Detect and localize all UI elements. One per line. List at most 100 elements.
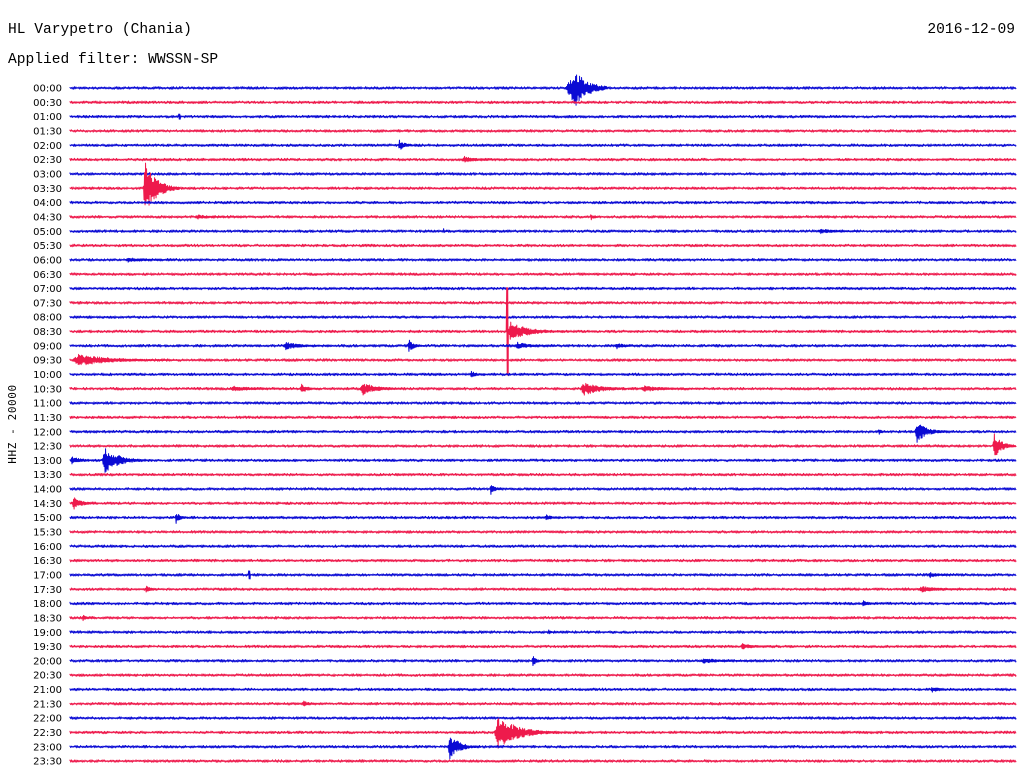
tick-label: 11:30 [33, 413, 62, 424]
tick-label: 15:00 [33, 513, 62, 524]
trace-line [69, 372, 1017, 377]
tick-label: 09:00 [33, 341, 62, 352]
tick-label: 20:00 [33, 656, 62, 667]
trace-line [69, 415, 1017, 420]
tick-label: 18:30 [33, 613, 62, 624]
event-burst [930, 687, 956, 693]
trace-line [69, 200, 1017, 205]
trace-row: 07:00 [33, 284, 1017, 295]
tick-label: 02:00 [33, 141, 62, 152]
event-burst [247, 570, 251, 580]
event-burst [914, 424, 948, 443]
tick-label: 00:30 [33, 98, 62, 109]
trace-line [69, 544, 1017, 549]
trace-row: 04:30 [33, 212, 1017, 223]
trace-line [69, 444, 1017, 448]
event-burst [506, 321, 566, 340]
trace-line [69, 315, 1017, 319]
trace-line [69, 86, 1017, 90]
trace-rows: 00:00 00:30 01:00 01:30 02:00 02:30 03:00 03:30… [33, 74, 1017, 768]
event-burst [514, 341, 555, 349]
event-burst [447, 737, 481, 760]
trace-row: 11:00 [33, 399, 1017, 410]
trace-row: 19:00 [33, 628, 1017, 639]
trace-line [69, 472, 1017, 477]
trace-row: 09:30 [33, 353, 1017, 367]
tick-label: 10:00 [33, 370, 62, 381]
tick-label: 23:30 [33, 757, 62, 768]
tick-label: 19:30 [33, 642, 62, 653]
trace-row: 10:00 [33, 370, 1017, 381]
trace-row: 16:00 [33, 542, 1017, 553]
tick-label: 16:30 [33, 556, 62, 567]
tick-label: 03:00 [33, 170, 62, 181]
trace-row: 18:30 [33, 613, 1017, 624]
trace-row: 01:00 [33, 112, 1017, 123]
event-burst [81, 614, 97, 622]
trace-line [69, 186, 1017, 191]
trace-line [69, 229, 1017, 233]
event-burst [547, 629, 557, 635]
trace-row: 21:30 [33, 699, 1017, 710]
trace-row: 20:00 [33, 656, 1017, 667]
trace-row: 21:00 [33, 685, 1017, 696]
tick-label: 00:00 [33, 84, 62, 95]
trace-line [69, 458, 1017, 463]
trace-row: 16:30 [33, 556, 1017, 567]
tick-label: 09:30 [33, 356, 62, 367]
trace-row: 19:30 [33, 642, 1017, 653]
trace-row: 17:30 [33, 585, 1017, 596]
trace-row: 18:00 [33, 599, 1017, 610]
trace-line [69, 573, 1017, 577]
trace-line [69, 601, 1017, 606]
tick-label: 06:00 [33, 255, 62, 266]
event-burst [174, 513, 189, 524]
trace-row: 22:00 [33, 714, 1017, 725]
event-burst [469, 370, 491, 378]
event-burst [589, 214, 602, 221]
event-burst [564, 74, 608, 106]
trace-row: 13:30 [33, 470, 1017, 481]
tick-label: 16:00 [33, 542, 62, 553]
trace-line [69, 530, 1017, 534]
tick-label: 02:30 [33, 155, 62, 166]
event-burst [927, 572, 959, 579]
trace-line [69, 744, 1017, 749]
tick-label: 13:00 [33, 456, 62, 467]
trace-line [69, 129, 1017, 133]
tick-label: 01:00 [33, 112, 62, 123]
event-burst [442, 228, 449, 234]
tick-label: 06:30 [33, 270, 62, 281]
tick-label: 07:30 [33, 298, 62, 309]
trace-line [69, 429, 1017, 434]
trace-line [69, 114, 1017, 119]
event-burst [71, 497, 99, 510]
trace-line [69, 587, 1017, 591]
trace-row: 15:00 [33, 513, 1017, 524]
trace-line [69, 515, 1017, 520]
trace-row: 05:00 [33, 227, 1017, 238]
trace-row: 02:00 [33, 139, 1017, 152]
tick-label: 05:30 [33, 241, 62, 252]
event-burst [579, 382, 641, 396]
trace-line [69, 401, 1017, 405]
trace-line [69, 157, 1017, 162]
trace-line [69, 100, 1017, 105]
tick-label: 14:30 [33, 499, 62, 510]
trace-row: 17:00 [33, 570, 1017, 581]
tick-label: 20:30 [33, 671, 62, 682]
event-burst [299, 383, 322, 392]
trace-row: 14:30 [33, 497, 1017, 510]
trace-row: 12:00 [33, 424, 1017, 443]
trace-line [69, 258, 1017, 262]
trace-line [69, 673, 1017, 677]
trace-line [69, 172, 1017, 176]
trace-row: 22:30 [33, 718, 1017, 749]
event-burst [992, 433, 1017, 456]
event-burst [739, 643, 781, 650]
trace-line [69, 243, 1017, 248]
tick-label: 18:00 [33, 599, 62, 610]
event-burst [177, 113, 181, 120]
